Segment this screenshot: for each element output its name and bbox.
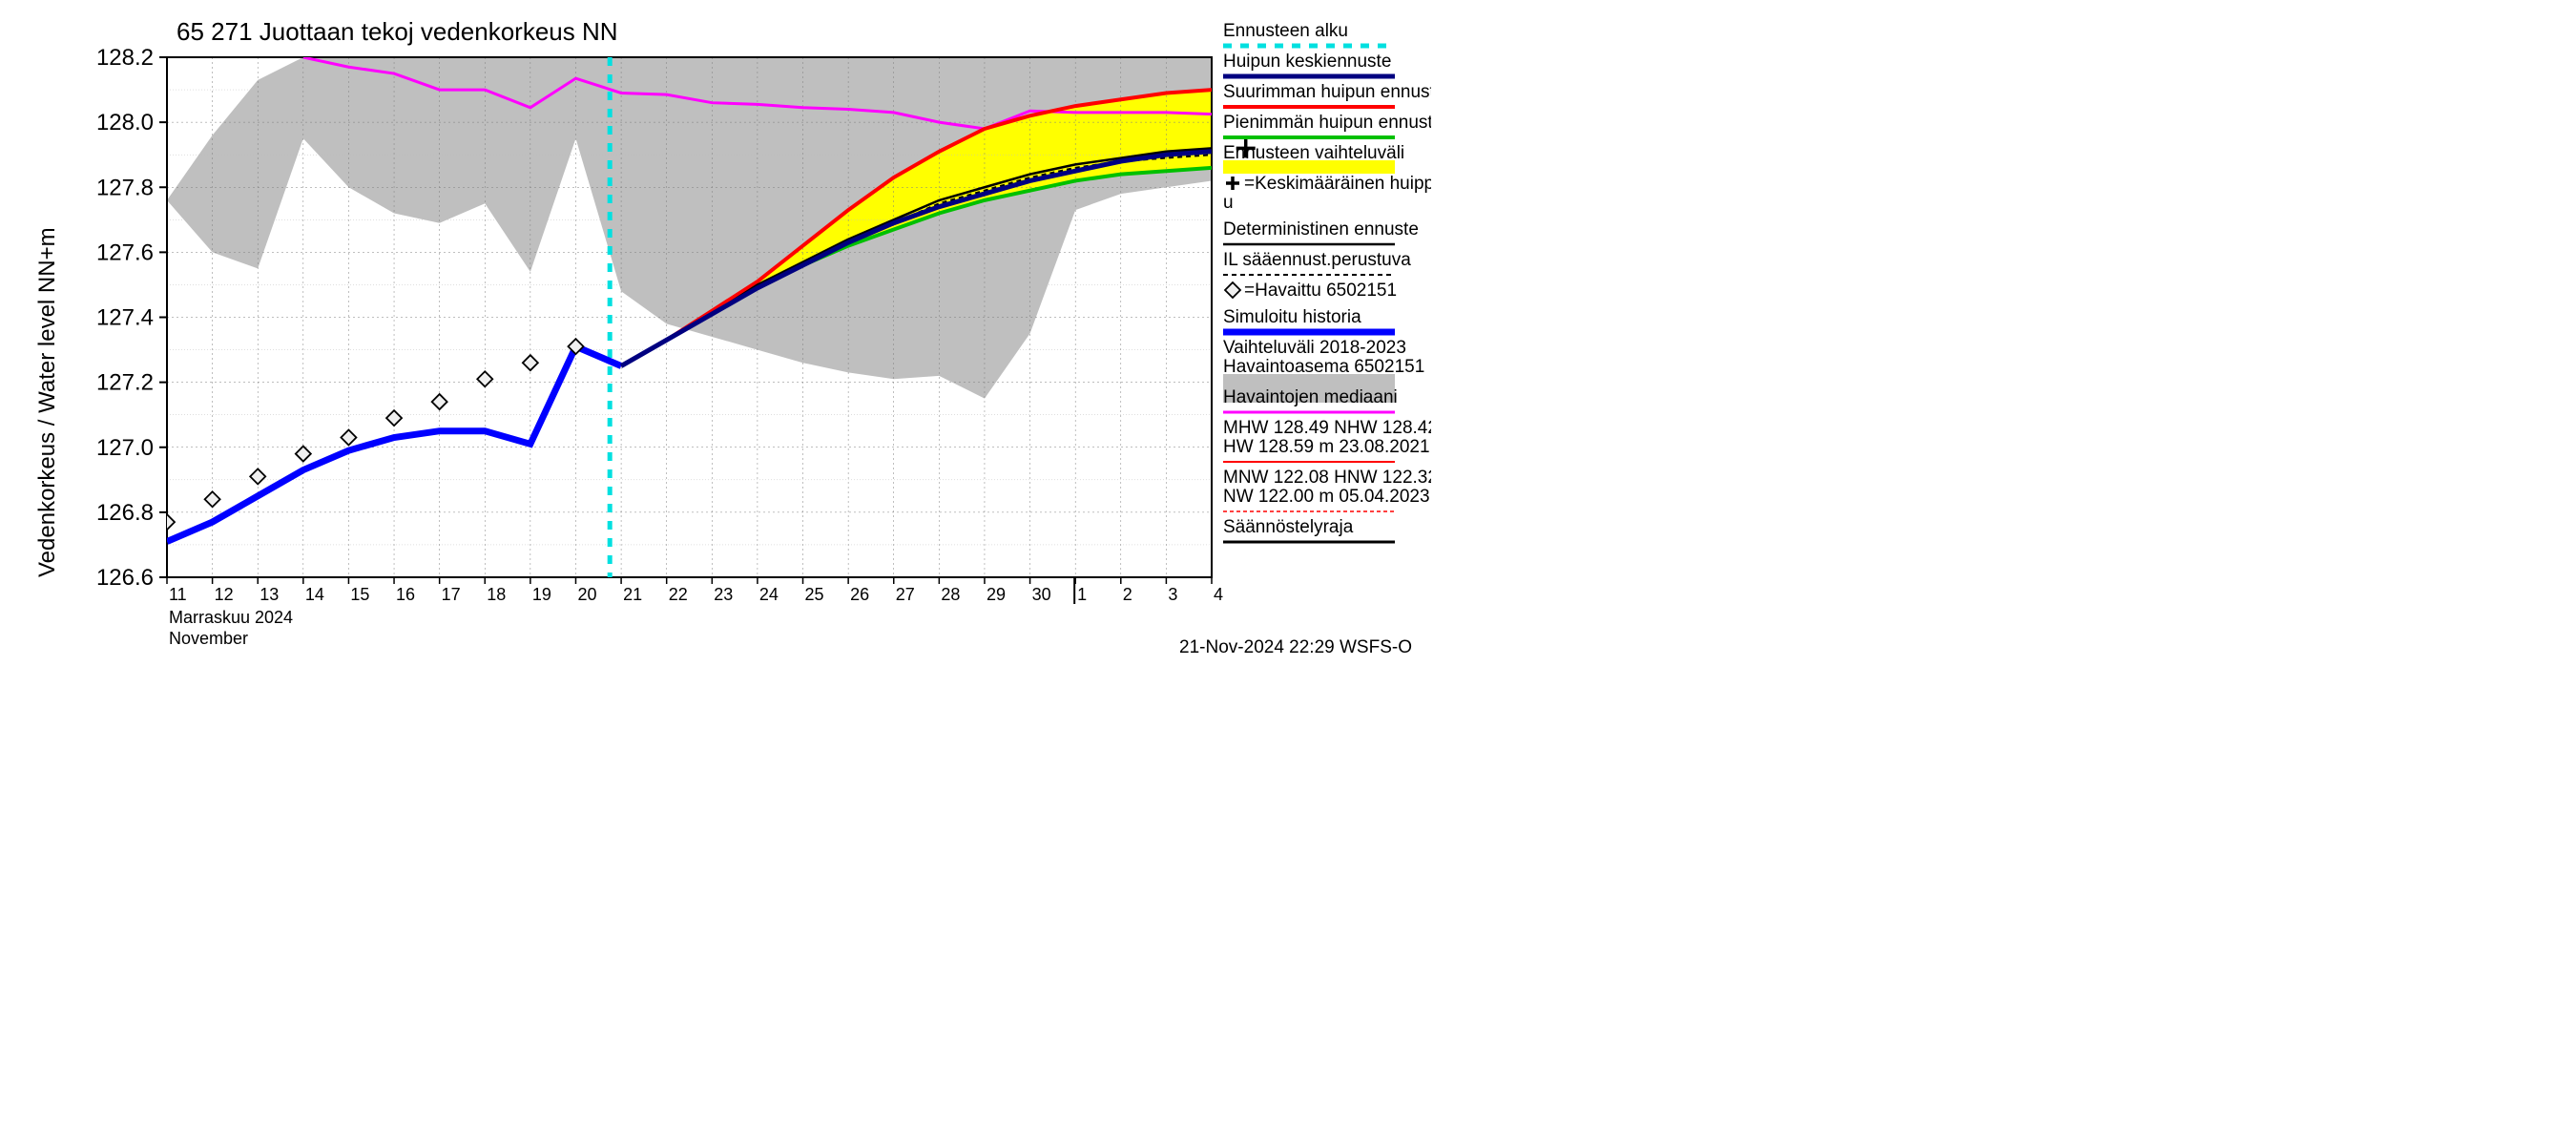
- x-tick-label: 28: [941, 585, 960, 604]
- legend-label: Ennusteen alku: [1223, 21, 1348, 41]
- x-tick-label: 14: [305, 585, 324, 604]
- legend-label: Suurimman huipun ennuste: [1223, 82, 1431, 102]
- y-tick-label: 127.8: [96, 175, 154, 200]
- legend-label: Simuloitu historia: [1223, 307, 1361, 327]
- legend-label: =Havaittu 6502151: [1244, 281, 1397, 301]
- legend-label: IL sääennust.perustuva: [1223, 250, 1411, 270]
- x-tick-label: 29: [987, 585, 1006, 604]
- y-tick-label: 127.0: [96, 435, 154, 461]
- x-tick-label: 22: [669, 585, 688, 604]
- y-axis-label: Vedenkorkeus / Water level NN+m: [34, 227, 60, 577]
- x-tick-label: 12: [215, 585, 234, 604]
- x-tick-label: 2: [1123, 585, 1132, 604]
- x-tick-label: 26: [850, 585, 869, 604]
- legend-label: Huipun keskiennuste: [1223, 52, 1391, 72]
- y-tick-label: 126.6: [96, 565, 154, 591]
- x-tick-label: 18: [487, 585, 506, 604]
- x-tick-label: 24: [759, 585, 779, 604]
- x-tick-label: 16: [396, 585, 415, 604]
- x-tick-label: 30: [1032, 585, 1051, 604]
- y-tick-label: 127.6: [96, 239, 154, 265]
- legend-label: Deterministinen ennuste: [1223, 219, 1419, 239]
- chart-title: 65 271 Juottaan tekoj vedenkorkeus NN: [177, 17, 618, 46]
- legend-label-line2: NW 122.00 m 05.04.2023: [1223, 487, 1430, 507]
- legend-label: MHW 128.49 NHW 128.42: [1223, 418, 1431, 438]
- x-month-label-en: November: [169, 629, 248, 648]
- legend-label: =Keskimääräinen huippu: [1244, 174, 1431, 194]
- x-tick-label: 15: [350, 585, 369, 604]
- x-tick-label: 21: [623, 585, 642, 604]
- y-tick-label: 128.0: [96, 110, 154, 135]
- legend-label: Pienimmän huipun ennuste: [1223, 113, 1431, 133]
- x-tick-label: 13: [260, 585, 279, 604]
- x-tick-label: 23: [714, 585, 733, 604]
- y-tick-label: 127.2: [96, 370, 154, 396]
- x-tick-label: 4: [1214, 585, 1223, 604]
- x-tick-label: 17: [442, 585, 461, 604]
- legend-label: Havaintojen mediaani: [1223, 387, 1398, 407]
- water-level-chart: 126.6 126.8 127.0 127.2 127.4 127.6 127.8 128.0…: [0, 0, 1431, 668]
- y-tick-label: 127.4: [96, 305, 154, 331]
- legend-label: MNW 122.08 HNW 122.32: [1223, 468, 1431, 488]
- x-tick-label: 25: [805, 585, 824, 604]
- legend-label-line2: Havaintoasema 6502151: [1223, 357, 1424, 377]
- x-tick-label: 1: [1077, 585, 1087, 604]
- x-tick-label: 27: [896, 585, 915, 604]
- x-tick-label: 19: [532, 585, 551, 604]
- y-tick-label: 126.8: [96, 500, 154, 526]
- legend-label-line2: HW 128.59 m 23.08.2021: [1223, 437, 1430, 457]
- legend-label-line2: u: [1223, 193, 1234, 213]
- x-tick-label: 11: [169, 585, 187, 604]
- timestamp: 21-Nov-2024 22:29 WSFS-O: [1179, 637, 1412, 657]
- y-tick-label: 128.2: [96, 45, 154, 71]
- legend-label: Ennusteen vaihteluväli: [1223, 143, 1404, 163]
- legend-label: Vaihteluväli 2018-2023: [1223, 338, 1406, 358]
- x-month-label-fi: Marraskuu 2024: [169, 608, 293, 627]
- legend-label: Säännöstelyraja: [1223, 517, 1354, 537]
- x-tick-label: 3: [1168, 585, 1177, 604]
- x-tick-label: 20: [577, 585, 596, 604]
